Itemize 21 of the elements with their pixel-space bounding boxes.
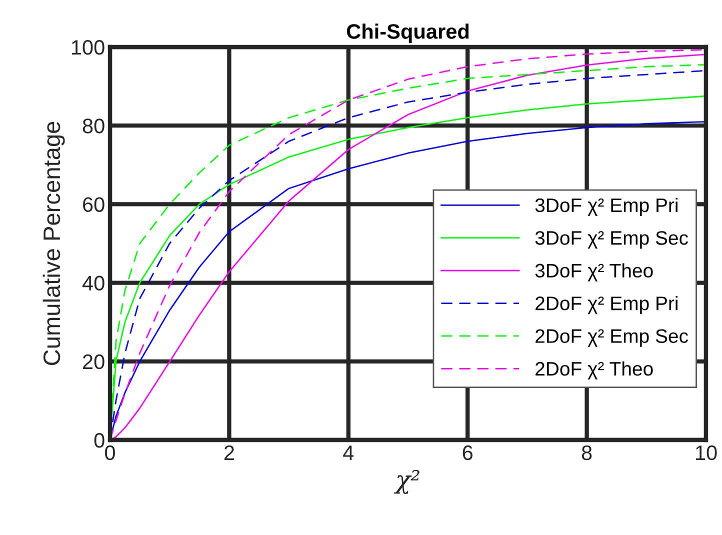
- legend-label: 3DoF χ² Emp Pri: [535, 198, 678, 216]
- x-tick-label: 6: [462, 445, 472, 460]
- x-tick-label: 0: [105, 445, 115, 460]
- y-tick-label: 40: [82, 276, 104, 291]
- y-tick-label: 80: [82, 118, 104, 134]
- x-tick-label: 10: [696, 445, 717, 460]
- chart-title: Chi-Squared: [346, 24, 469, 43]
- legend-label: 2DoF χ² Emp Pri: [536, 296, 678, 314]
- y-tick-label: 20: [83, 354, 104, 370]
- x-axis-title: χ²: [394, 470, 420, 494]
- y-axis-title: Cumulative Percentage: [42, 122, 65, 366]
- y-tick-label: 60: [83, 197, 104, 212]
- legend-label: 3DoF χ² Theo: [535, 263, 653, 282]
- y-tick-label: 100: [72, 40, 104, 55]
- x-tick-label: 8: [582, 445, 592, 460]
- x-tick-label: 4: [343, 446, 354, 460]
- legend-label: 2DoF χ² Theo: [536, 361, 653, 380]
- legend-label: 3DoF χ² Emp Sec: [535, 231, 688, 249]
- legend-label: 2DoF χ² Emp Sec: [536, 329, 688, 347]
- y-tick-label: 0: [94, 433, 104, 448]
- x-tick-label: 2: [224, 445, 234, 460]
